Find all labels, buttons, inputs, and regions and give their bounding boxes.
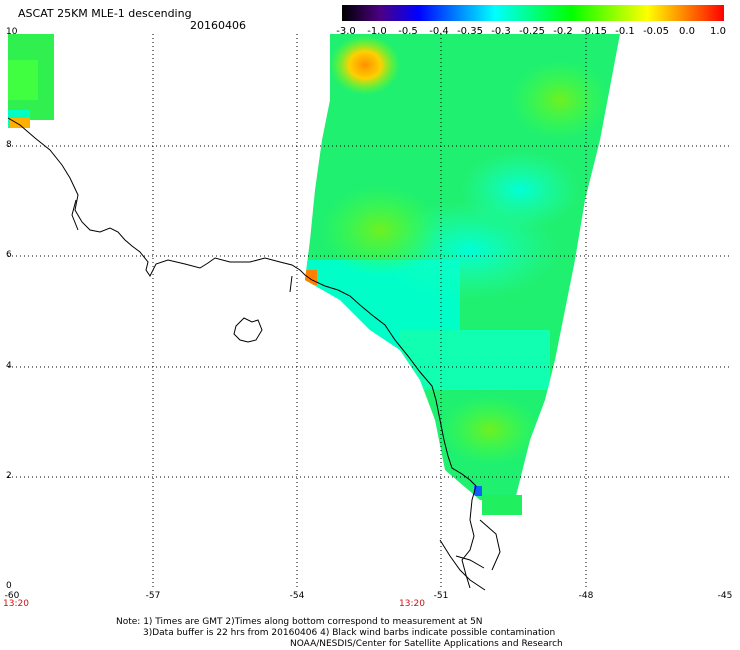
color-scale-label: -0.35 [457,26,483,37]
color-scale-label: -0.05 [643,26,669,37]
product-title: ASCAT 25KM MLE-1 descending [18,7,192,20]
lat-label-10: 10 [6,27,18,37]
color-scale-label: -1.0 [367,26,387,37]
swath-main [305,34,620,500]
note-line-3: NOAA/NESDIS/Center for Satellite Applica… [290,639,563,649]
color-scale-label: 0.0 [679,26,695,37]
color-scale-label: -0.15 [581,26,607,37]
lat-label-6: 6 [6,250,12,260]
lon-label-48: -48 [578,591,594,601]
color-scale-bar [342,5,724,21]
product-date: 20160406 [190,19,246,32]
lat-label-2: 2 [6,471,12,481]
color-scale-label: 1.0 [710,26,726,37]
coastline [7,117,477,589]
swath-fragment-west [8,34,54,128]
lat-label-8: 8 [6,140,12,150]
color-scale-label: -0.4 [429,26,449,37]
note-line-1: Note: 1) Times are GMT 2)Times along bot… [116,617,483,627]
color-scale-label: -3.0 [336,26,356,37]
lon-label-60: -60 [4,591,20,601]
color-scale-label: -0.2 [553,26,573,37]
grid-lines [8,34,732,588]
lat-label-0: 0 [6,581,12,591]
lon-label-57: -57 [145,591,161,601]
lon-label-51: -51 [433,591,449,601]
time-label-center: 13:20 [399,599,425,609]
color-scale-label: -0.1 [615,26,635,37]
lake-shape [233,317,263,343]
lon-label-54: -54 [289,591,305,601]
note-line-2: 3)Data buffer is 22 hrs from 20160406 4)… [143,628,556,638]
color-scale-gradient [342,5,724,21]
swath-tail [482,495,522,515]
coastline-inlet [71,199,501,591]
color-scale-label: -0.3 [491,26,511,37]
color-scale-label: -0.5 [398,26,418,37]
lon-label-45: -45 [717,591,733,601]
lat-label-4: 4 [6,361,12,371]
color-scale-label: -0.25 [519,26,545,37]
time-label-west: 13:20 [3,599,29,609]
